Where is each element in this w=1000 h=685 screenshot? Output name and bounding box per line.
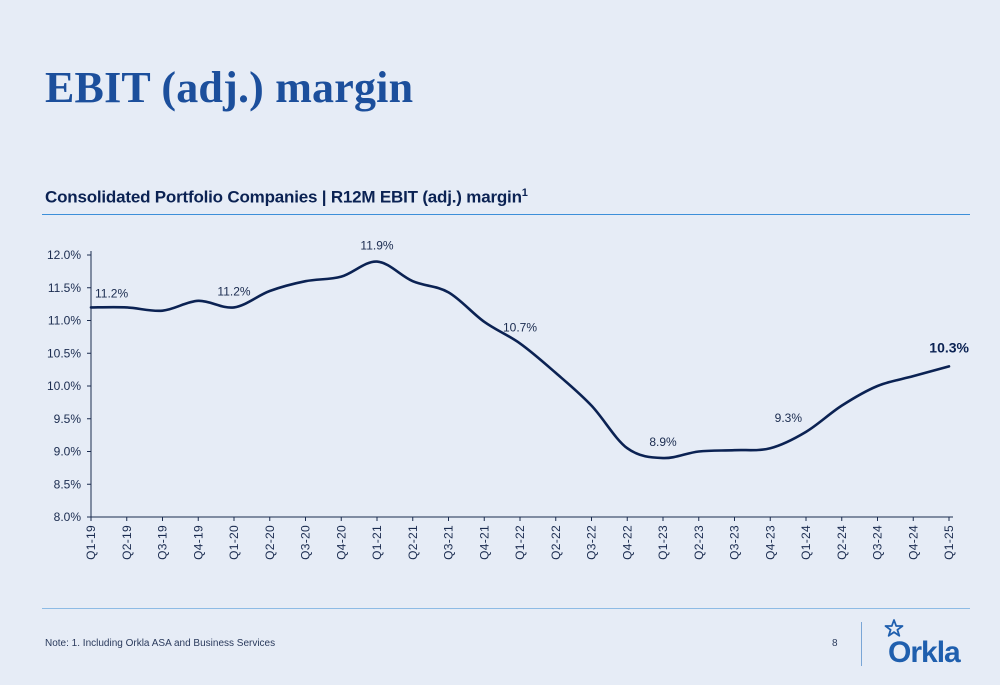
data-label: 10.3% xyxy=(929,339,969,355)
footer-separator xyxy=(861,622,862,666)
footnote-marker: 1 xyxy=(521,187,528,199)
page-number: 8 xyxy=(832,638,838,649)
x-tick-label: Q4-19 xyxy=(191,525,205,560)
y-tick-label: 11.5% xyxy=(48,281,81,295)
logo-wordmark: Orkla xyxy=(888,636,961,669)
y-tick-label: 9.0% xyxy=(54,445,82,459)
subtitle-divider xyxy=(42,214,970,215)
x-tick-label: Q3-23 xyxy=(728,525,742,560)
page-title: EBIT (adj.) margin xyxy=(45,63,414,112)
x-tick-label: Q3-19 xyxy=(156,525,170,560)
data-label: 11.2% xyxy=(95,286,128,300)
x-tick-label: Q3-24 xyxy=(871,525,885,560)
series-line xyxy=(89,260,951,460)
data-label: 9.3% xyxy=(775,411,803,425)
data-label: 11.2% xyxy=(217,284,250,298)
y-tick-label: 10.0% xyxy=(47,379,81,393)
x-tick-label: Q1-24 xyxy=(799,525,813,560)
x-tick-label: Q1-25 xyxy=(942,525,956,560)
x-tick-label: Q2-22 xyxy=(549,525,563,560)
margin-line-chart: 8.0% 8.5% 9.0% 9.5% 10.0% 10.5% 11.0% 11.5% 12.0… xyxy=(47,239,970,560)
y-tick-label: 8.0% xyxy=(54,510,82,524)
x-tick-label: Q4-23 xyxy=(763,525,777,560)
y-tick-label: 12.0% xyxy=(47,248,81,262)
x-tick-label: Q1-21 xyxy=(370,525,384,560)
chart-subtitle-text: Consolidated Portfolio Companies | R12M … xyxy=(45,187,522,207)
x-tick-label: Q4-22 xyxy=(620,525,634,560)
y-tick-label: 11.0% xyxy=(48,314,81,328)
data-label: 8.9% xyxy=(649,435,677,449)
x-tick-label: Q1-19 xyxy=(84,525,98,560)
x-tick-label: Q4-20 xyxy=(334,525,348,560)
x-tick-label: Q1-20 xyxy=(227,525,241,560)
x-tick-label: Q2-23 xyxy=(692,525,706,560)
x-tick-label: Q4-24 xyxy=(906,525,920,560)
x-tick-label: Q3-20 xyxy=(299,525,313,560)
x-tick-label: Q2-19 xyxy=(120,525,134,560)
footer-divider xyxy=(42,608,970,609)
x-tick-label: Q2-24 xyxy=(835,525,849,560)
y-tick-label: 10.5% xyxy=(47,346,81,360)
chart-subtitle: Consolidated Portfolio Companies | R12M … xyxy=(45,187,528,208)
x-tick-label: Q3-22 xyxy=(585,525,599,560)
x-tick-label: Q2-20 xyxy=(263,525,277,560)
y-tick-label: 9.5% xyxy=(54,412,82,426)
y-tick-label: 8.5% xyxy=(54,477,82,491)
data-label: 11.9% xyxy=(360,239,393,253)
x-tick-label: Q1-23 xyxy=(656,525,670,560)
data-label: 10.7% xyxy=(503,320,537,334)
x-tick-label: Q2-21 xyxy=(406,525,420,560)
orkla-logo: Orkla xyxy=(884,619,962,669)
logo-star-icon xyxy=(884,619,904,637)
x-tick-label: Q4-21 xyxy=(477,525,491,560)
footnote: Note: 1. Including Orkla ASA and Busines… xyxy=(45,638,276,649)
x-tick-label: Q3-21 xyxy=(442,525,456,560)
x-tick-label: Q1-22 xyxy=(513,525,527,560)
